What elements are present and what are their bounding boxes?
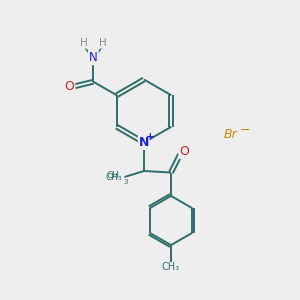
Text: −: − [239, 124, 250, 137]
Text: CH: CH [106, 171, 119, 180]
Text: N: N [89, 51, 98, 64]
Text: 3: 3 [123, 179, 127, 185]
Text: CH₃: CH₃ [106, 172, 122, 182]
Text: O: O [180, 145, 189, 158]
Text: CH₃: CH₃ [162, 262, 180, 272]
Text: +: + [146, 131, 155, 142]
Text: H: H [99, 38, 107, 48]
Text: Br: Br [224, 128, 238, 142]
Text: H: H [80, 38, 88, 48]
Text: N: N [139, 136, 149, 149]
Text: O: O [64, 80, 74, 93]
